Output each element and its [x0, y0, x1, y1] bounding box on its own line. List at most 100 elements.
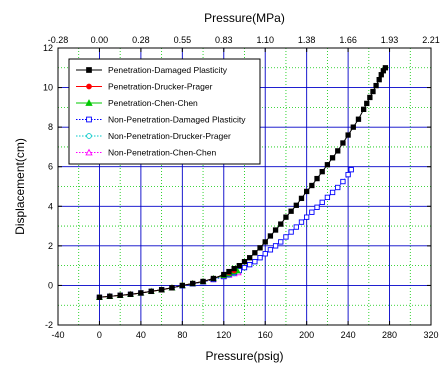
legend-marker: [86, 83, 92, 90]
x2-tick-label: 2.21: [422, 35, 440, 45]
y-tick-label: 0: [48, 280, 53, 290]
data-point: [324, 162, 331, 168]
x2-tick-label: 0.83: [215, 35, 233, 45]
x-tick-label: 200: [299, 330, 314, 340]
y-tick-label: 12: [43, 43, 53, 53]
y-tick-label: -2: [45, 320, 53, 330]
data-point: [314, 175, 320, 182]
legend-marker: [85, 148, 93, 156]
x2-tick-label: 0.55: [174, 35, 192, 45]
data-point: [267, 233, 274, 239]
legend-marker: [86, 133, 92, 139]
y-tick-label: 8: [48, 122, 53, 132]
legend-entry: Penetration-Chen-Chen: [76, 98, 198, 108]
y-tick-label: 10: [43, 83, 53, 93]
data-point: [314, 204, 320, 210]
data-point: [267, 247, 274, 253]
x2-tick-label: 1.66: [339, 35, 357, 45]
data-point: [304, 188, 310, 195]
data-point: [298, 195, 305, 202]
data-point: [350, 124, 356, 130]
data-point: [241, 264, 248, 271]
legend-entry: Non-Penetration-Drucker-Prager: [76, 131, 231, 141]
data-point: [257, 245, 263, 251]
legend-layer: Penetration-Damaged Plasticity Penetratio…: [68, 58, 261, 165]
data-point: [309, 182, 315, 189]
data-point: [361, 106, 367, 112]
data-point: [376, 77, 382, 83]
data-point: [288, 208, 294, 214]
x-tick-label: 0: [97, 330, 102, 340]
data-point: [329, 155, 336, 161]
data-point: [127, 291, 134, 297]
legend-box: [68, 58, 261, 165]
x-tick-label: 160: [258, 330, 273, 340]
x2-tick-label: 1.38: [298, 35, 316, 45]
data-point: [257, 255, 263, 261]
data-point: [283, 214, 289, 220]
legend-label: Non-Penetration-Drucker-Prager: [108, 131, 231, 141]
data-point: [236, 262, 242, 269]
x2-tick-label: 1.10: [256, 35, 274, 45]
data-point: [283, 234, 289, 240]
data-point: [304, 214, 310, 220]
data-point: [382, 65, 389, 71]
x2-tick-label: 0.00: [91, 35, 109, 45]
data-point: [373, 82, 379, 89]
data-point: [293, 202, 299, 208]
data-point: [210, 275, 217, 282]
data-point: [221, 271, 227, 278]
data-point: [335, 184, 341, 191]
plot-frame: [57, 47, 432, 326]
data-point: [345, 132, 351, 138]
data-point: [169, 285, 175, 291]
x-tick-label: 80: [177, 330, 187, 340]
data-point: [272, 227, 279, 233]
legend-label: Non-Penetration-Chen-Chen: [108, 148, 216, 158]
data-point: [367, 94, 373, 101]
x-tick-label: 120: [216, 330, 231, 340]
data-point: [117, 292, 123, 298]
data-point: [262, 251, 268, 257]
data-point: [288, 229, 294, 235]
data-point: [335, 148, 341, 154]
legend-marker: [86, 116, 92, 123]
x-tick-label: 320: [423, 330, 438, 340]
data-point: [355, 116, 362, 122]
data-point: [148, 288, 154, 295]
legend-label: Penetration-Drucker-Prager: [108, 82, 213, 92]
y-tick-label: 4: [48, 201, 53, 211]
data-point: [319, 199, 325, 205]
legend-entry: Penetration-Damaged Plasticity: [76, 65, 228, 75]
x-axis-title: Pressure(psig): [205, 349, 283, 363]
x2-axis-title: Pressure(MPa): [204, 11, 285, 25]
legend-label: Penetration-Chen-Chen: [108, 98, 198, 108]
data-point: [309, 209, 315, 215]
data-point: [107, 293, 113, 299]
data-point: [247, 262, 253, 268]
x-tick-label: 240: [341, 330, 356, 340]
data-point: [190, 280, 196, 287]
data-point: [200, 278, 206, 285]
legend-entry: Penetration-Drucker-Prager: [76, 82, 213, 92]
series-1: [96, 65, 389, 300]
data-point: [278, 221, 284, 227]
y-tick-label: 6: [48, 162, 53, 172]
data-point: [96, 294, 103, 300]
data-point: [262, 239, 268, 245]
x-tick-label: 280: [382, 330, 397, 340]
data-point: [158, 287, 165, 293]
x-tick-label: 40: [136, 330, 146, 340]
x2-tick-label: -0.28: [48, 35, 69, 45]
data-point: [179, 282, 185, 289]
data-point: [252, 259, 258, 265]
data-point: [138, 290, 144, 296]
legend-label: Non-Penetration-Damaged Plasticity: [108, 115, 246, 125]
data-point: [348, 167, 354, 173]
data-point: [340, 178, 346, 185]
legend-marker: [85, 99, 93, 106]
x-tick-label: -40: [51, 330, 64, 340]
legend-marker: [86, 67, 92, 73]
data-point: [329, 189, 336, 196]
